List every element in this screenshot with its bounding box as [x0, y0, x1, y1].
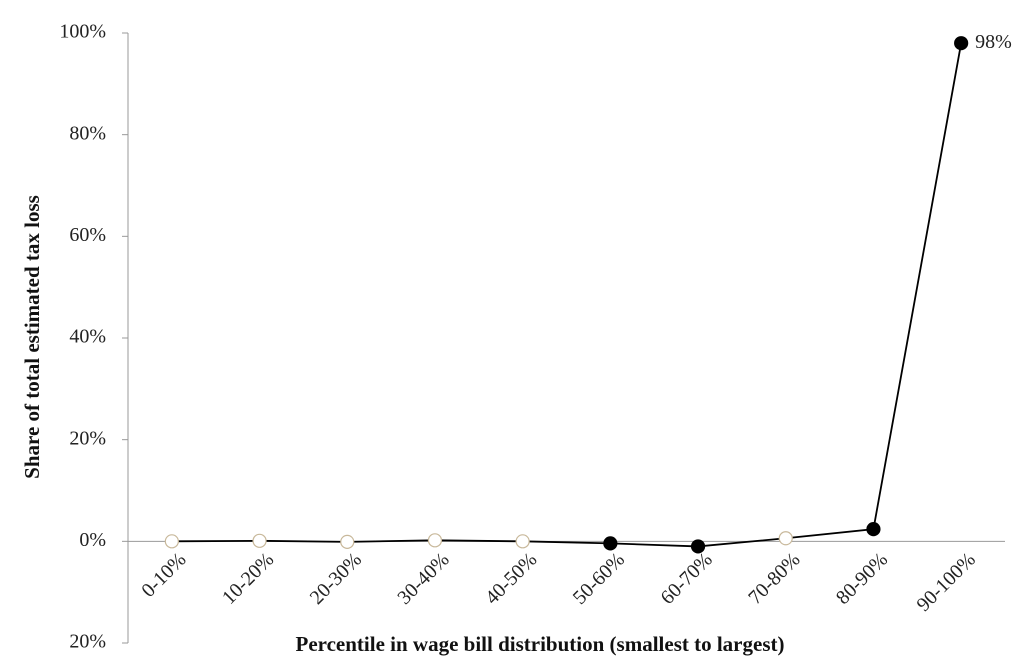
marker: [778, 531, 793, 546]
marker: [515, 534, 530, 549]
y-tick-label: 100%: [59, 21, 106, 43]
y-tick-label: 0%: [79, 529, 106, 551]
marker: [252, 533, 267, 548]
x-tick-label: 80-90%: [832, 549, 892, 609]
x-tick-label: 90-100%: [913, 549, 980, 616]
y-tick-label: 20%: [69, 631, 106, 653]
marker: [866, 522, 881, 537]
marker: [603, 536, 618, 551]
marker: [690, 539, 706, 554]
marker: [164, 534, 179, 549]
y-tick-label: 40%: [69, 326, 106, 348]
y-axis-title: Share of total estimated tax loss: [20, 195, 44, 479]
x-tick-label: 30-40%: [393, 549, 453, 609]
y-tick-label: 80%: [69, 122, 106, 144]
marker: [427, 533, 443, 548]
x-axis-title: Percentile in wage bill distribution (sm…: [296, 632, 785, 656]
x-tick-label: 70-80%: [744, 549, 804, 609]
y-tick-label: 20%: [69, 427, 106, 449]
line: [171, 43, 963, 548]
data-label: 98%: [975, 31, 1012, 53]
marker: [340, 534, 355, 549]
x-tick-label: 20-30%: [306, 549, 366, 609]
marker: [954, 36, 969, 51]
x-tick-label: 60-70%: [656, 549, 716, 609]
x-tick-label: 0-10%: [137, 549, 190, 602]
x-tick-label: 50-60%: [569, 549, 629, 609]
y-tick-label: 60%: [69, 224, 106, 246]
x-tick-label: 10-20%: [218, 549, 278, 609]
x-tick-label: 40-50%: [481, 549, 541, 609]
